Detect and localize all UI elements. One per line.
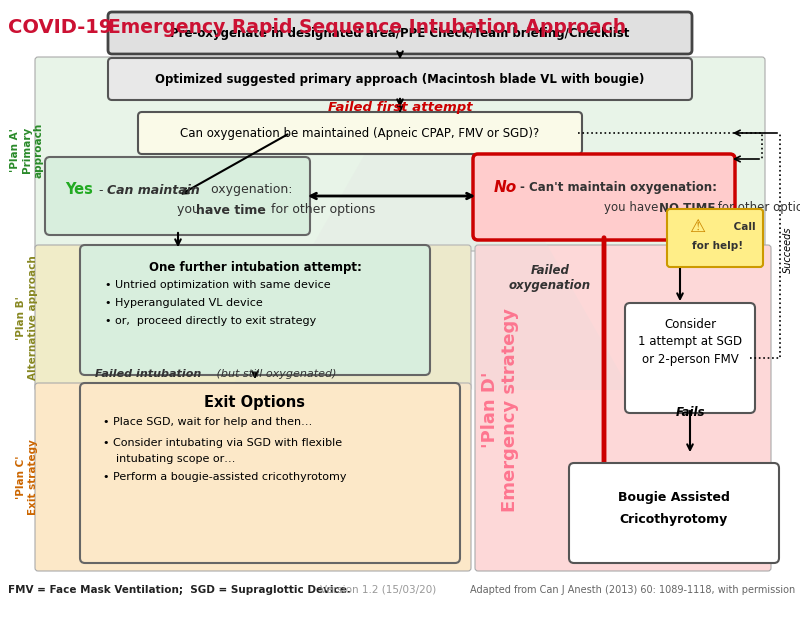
Text: Cricothyrotomy: Cricothyrotomy (620, 513, 728, 526)
Text: • Hyperangulated VL device: • Hyperangulated VL device (105, 298, 262, 308)
Text: COVID-19: COVID-19 (8, 18, 112, 37)
Text: • Consider intubating via SGD with flexible: • Consider intubating via SGD with flexi… (103, 438, 342, 448)
Text: FMV = Face Mask Ventilation;  SGD = Supraglottic Device.: FMV = Face Mask Ventilation; SGD = Supra… (8, 585, 351, 595)
FancyBboxPatch shape (108, 58, 692, 100)
Text: - Can't maintain oxygenation:: - Can't maintain oxygenation: (520, 180, 717, 193)
Text: have time: have time (196, 203, 266, 216)
Polygon shape (230, 40, 630, 390)
Text: Emergency Rapid Sequence Intubation Approach: Emergency Rapid Sequence Intubation Appr… (108, 18, 626, 37)
FancyBboxPatch shape (473, 154, 735, 240)
Text: Yes: Yes (65, 182, 93, 198)
Text: Succeeds: Succeeds (783, 227, 793, 273)
FancyBboxPatch shape (35, 57, 765, 251)
FancyBboxPatch shape (667, 209, 763, 267)
Text: Bougie Assisted: Bougie Assisted (618, 492, 730, 505)
FancyBboxPatch shape (625, 303, 755, 413)
Text: intubating scope or…: intubating scope or… (116, 454, 235, 464)
FancyBboxPatch shape (35, 383, 471, 571)
Text: ⚠: ⚠ (689, 218, 705, 236)
Text: Pre-oxygenate in designated area/PPE Check/Team briefing/Checklist: Pre-oxygenate in designated area/PPE Che… (170, 27, 630, 40)
Text: Exit Options: Exit Options (205, 394, 306, 409)
Text: or 2-person FMV: or 2-person FMV (642, 353, 738, 366)
Text: for other options!: for other options! (714, 202, 800, 215)
Text: 1 attempt at SGD: 1 attempt at SGD (638, 335, 742, 348)
Text: 'Plan C'
Exit strategy: 'Plan C' Exit strategy (16, 439, 38, 515)
Text: • Perform a bougie-assisted cricothyrotomy: • Perform a bougie-assisted cricothyroto… (103, 472, 346, 482)
Text: for help!: for help! (693, 241, 743, 251)
Text: Can maintain: Can maintain (107, 184, 200, 197)
Text: • Untried optimization with same device: • Untried optimization with same device (105, 280, 330, 290)
Text: No: No (494, 180, 518, 195)
Text: oxygenation:: oxygenation: (207, 184, 293, 197)
Text: One further intubation attempt:: One further intubation attempt: (149, 260, 362, 273)
FancyBboxPatch shape (35, 245, 471, 391)
FancyBboxPatch shape (138, 112, 582, 154)
Text: Consider: Consider (664, 319, 716, 332)
FancyBboxPatch shape (108, 12, 692, 54)
FancyBboxPatch shape (80, 383, 460, 563)
FancyBboxPatch shape (475, 245, 771, 571)
Text: -: - (99, 184, 107, 197)
Text: Adapted from Can J Anesth (2013) 60: 1089-1118, with permission: Adapted from Can J Anesth (2013) 60: 108… (470, 585, 795, 595)
Text: 'Plan D'
Emergency strategy: 'Plan D' Emergency strategy (481, 308, 519, 512)
Text: for other options: for other options (267, 203, 375, 216)
Text: (but still oxygenated): (but still oxygenated) (213, 369, 337, 379)
Text: 'Plan A'
Primary
approach: 'Plan A' Primary approach (10, 122, 43, 177)
Text: Optimized suggested primary approach (Macintosh blade VL with bougie): Optimized suggested primary approach (Ma… (155, 73, 645, 86)
Text: Failed
oxygenation: Failed oxygenation (509, 264, 591, 292)
Text: Failed first attempt: Failed first attempt (328, 100, 472, 113)
Text: Version 1.2 (15/03/20): Version 1.2 (15/03/20) (320, 585, 436, 595)
Text: Fails: Fails (675, 407, 705, 420)
Text: Failed intubation: Failed intubation (95, 369, 202, 379)
Text: NO TIME: NO TIME (659, 202, 715, 215)
Text: Call: Call (730, 222, 756, 232)
Text: you have: you have (604, 202, 662, 215)
FancyBboxPatch shape (569, 463, 779, 563)
Text: 'Plan B'
Alternative approach: 'Plan B' Alternative approach (16, 255, 38, 381)
Text: Can oxygenation be maintained (Apneic CPAP, FMV or SGD)?: Can oxygenation be maintained (Apneic CP… (180, 126, 540, 140)
Text: • Place SGD, wait for help and then…: • Place SGD, wait for help and then… (103, 417, 312, 427)
FancyBboxPatch shape (80, 245, 430, 375)
Text: you: you (177, 203, 204, 216)
FancyBboxPatch shape (45, 157, 310, 235)
Text: • or,  proceed directly to exit strategy: • or, proceed directly to exit strategy (105, 316, 316, 326)
